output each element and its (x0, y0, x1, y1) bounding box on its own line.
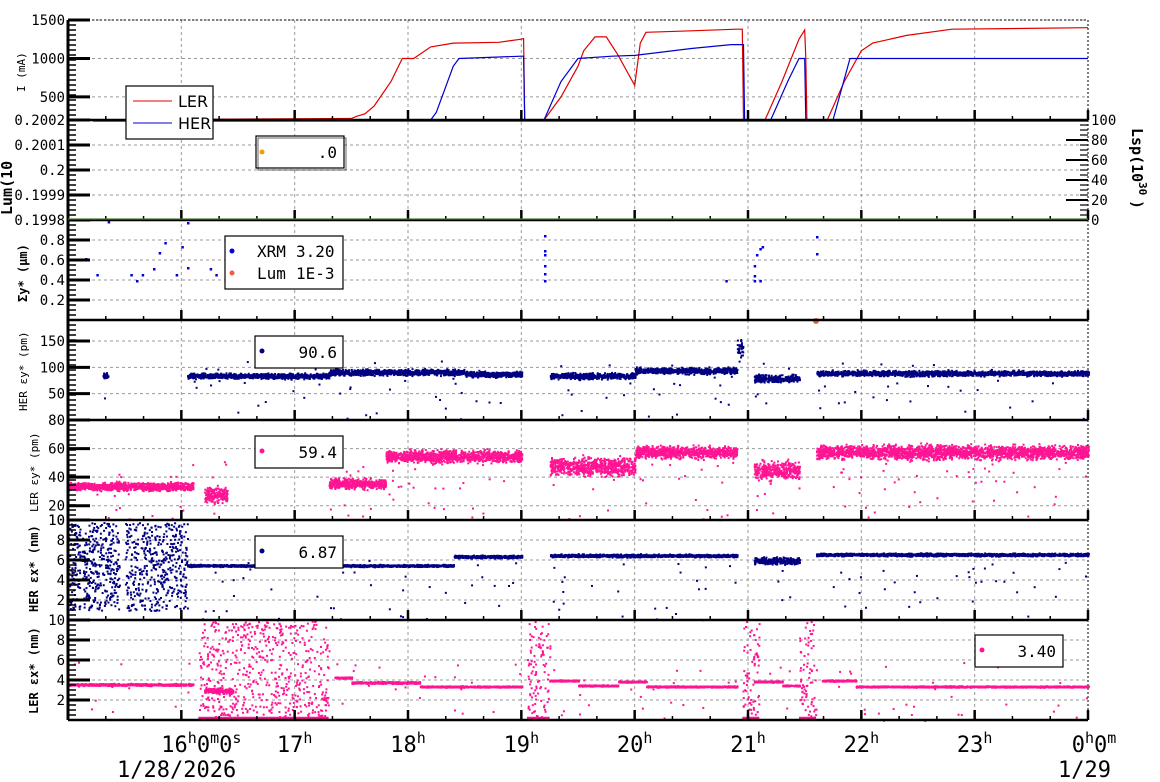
lum-axis-title: Lum(10 (0, 161, 16, 215)
her-eps-x-dot-icon (259, 548, 265, 554)
ler-eps-y-legend: 59.4 (254, 435, 344, 469)
ler-eps-x-value: 3.40 (1017, 642, 1056, 661)
date-start-label: 1/28/2026 (117, 758, 236, 782)
lsp-axis-close: ) (1128, 200, 1146, 209)
her-eps-y-value: 90.6 (298, 343, 337, 362)
her-eps-x-value: 6.87 (298, 543, 337, 562)
her-eps-y-legend: 90.6 (254, 335, 344, 369)
lsp-axis-title: Lsp(10 30 ) (1128, 128, 1149, 209)
y-tick-labels: 500100015000.19980.19990.20.20010.20020.… (14, 13, 1116, 709)
her-eps-y-dot-icon (259, 348, 265, 354)
lsp-axis-text: Lsp(10 (1128, 128, 1146, 182)
current-legend: LER HER (125, 85, 214, 140)
her-eps-y-axis-title: HER εy* (pm) (17, 332, 30, 411)
grid-lines (68, 19, 1089, 720)
lum-label: Lum (257, 264, 286, 283)
legend-her-label: HER (178, 114, 211, 133)
her-eps-x-legend: 6.87 (254, 535, 344, 569)
legend-ler-label: LER (178, 92, 208, 111)
date-end-label: 1/29 (1058, 758, 1111, 782)
sigma-legend: XRM 3.20 Lum 1E-3 (224, 235, 344, 290)
ler-eps-y-axis-title: LER εy* (pm) (28, 433, 41, 512)
current-axis-title: I (mA) (15, 52, 28, 92)
xrm-label: XRM (257, 242, 286, 261)
sigma-axis-title: Σy* (μm) (16, 244, 30, 302)
ler-eps-y-value: 59.4 (298, 443, 337, 462)
ler-eps-x-axis-title: LER εx* (nm) (27, 627, 41, 714)
panel-frames (66, 18, 1090, 722)
xrm-value: 3.20 (296, 242, 335, 261)
x-tick-labels: 16h0m0s 17h 18h 19h 20h 21h 22h 23h 0h0m (161, 729, 1116, 758)
ler-eps-y-dot-icon (259, 448, 265, 454)
lsp-axis-exponent: 30 (1136, 182, 1149, 195)
ler-eps-x-legend: 3.40 (974, 634, 1064, 668)
lum-value: 1E-3 (296, 264, 335, 283)
lum-orange-dot-icon (229, 270, 235, 276)
ler-eps-x-dot-icon (979, 647, 985, 653)
data-layer (67, 27, 1090, 722)
lum-dot-icon (259, 149, 265, 155)
lum-legend-value: .0 (318, 143, 337, 162)
lum-legend: .0 (255, 135, 347, 171)
ler-current-line (67, 27, 1089, 121)
her-current-line (68, 43, 1088, 121)
xrm-dot-icon (229, 248, 235, 254)
her-eps-x-axis-title: HER εx* (nm) (27, 525, 41, 612)
